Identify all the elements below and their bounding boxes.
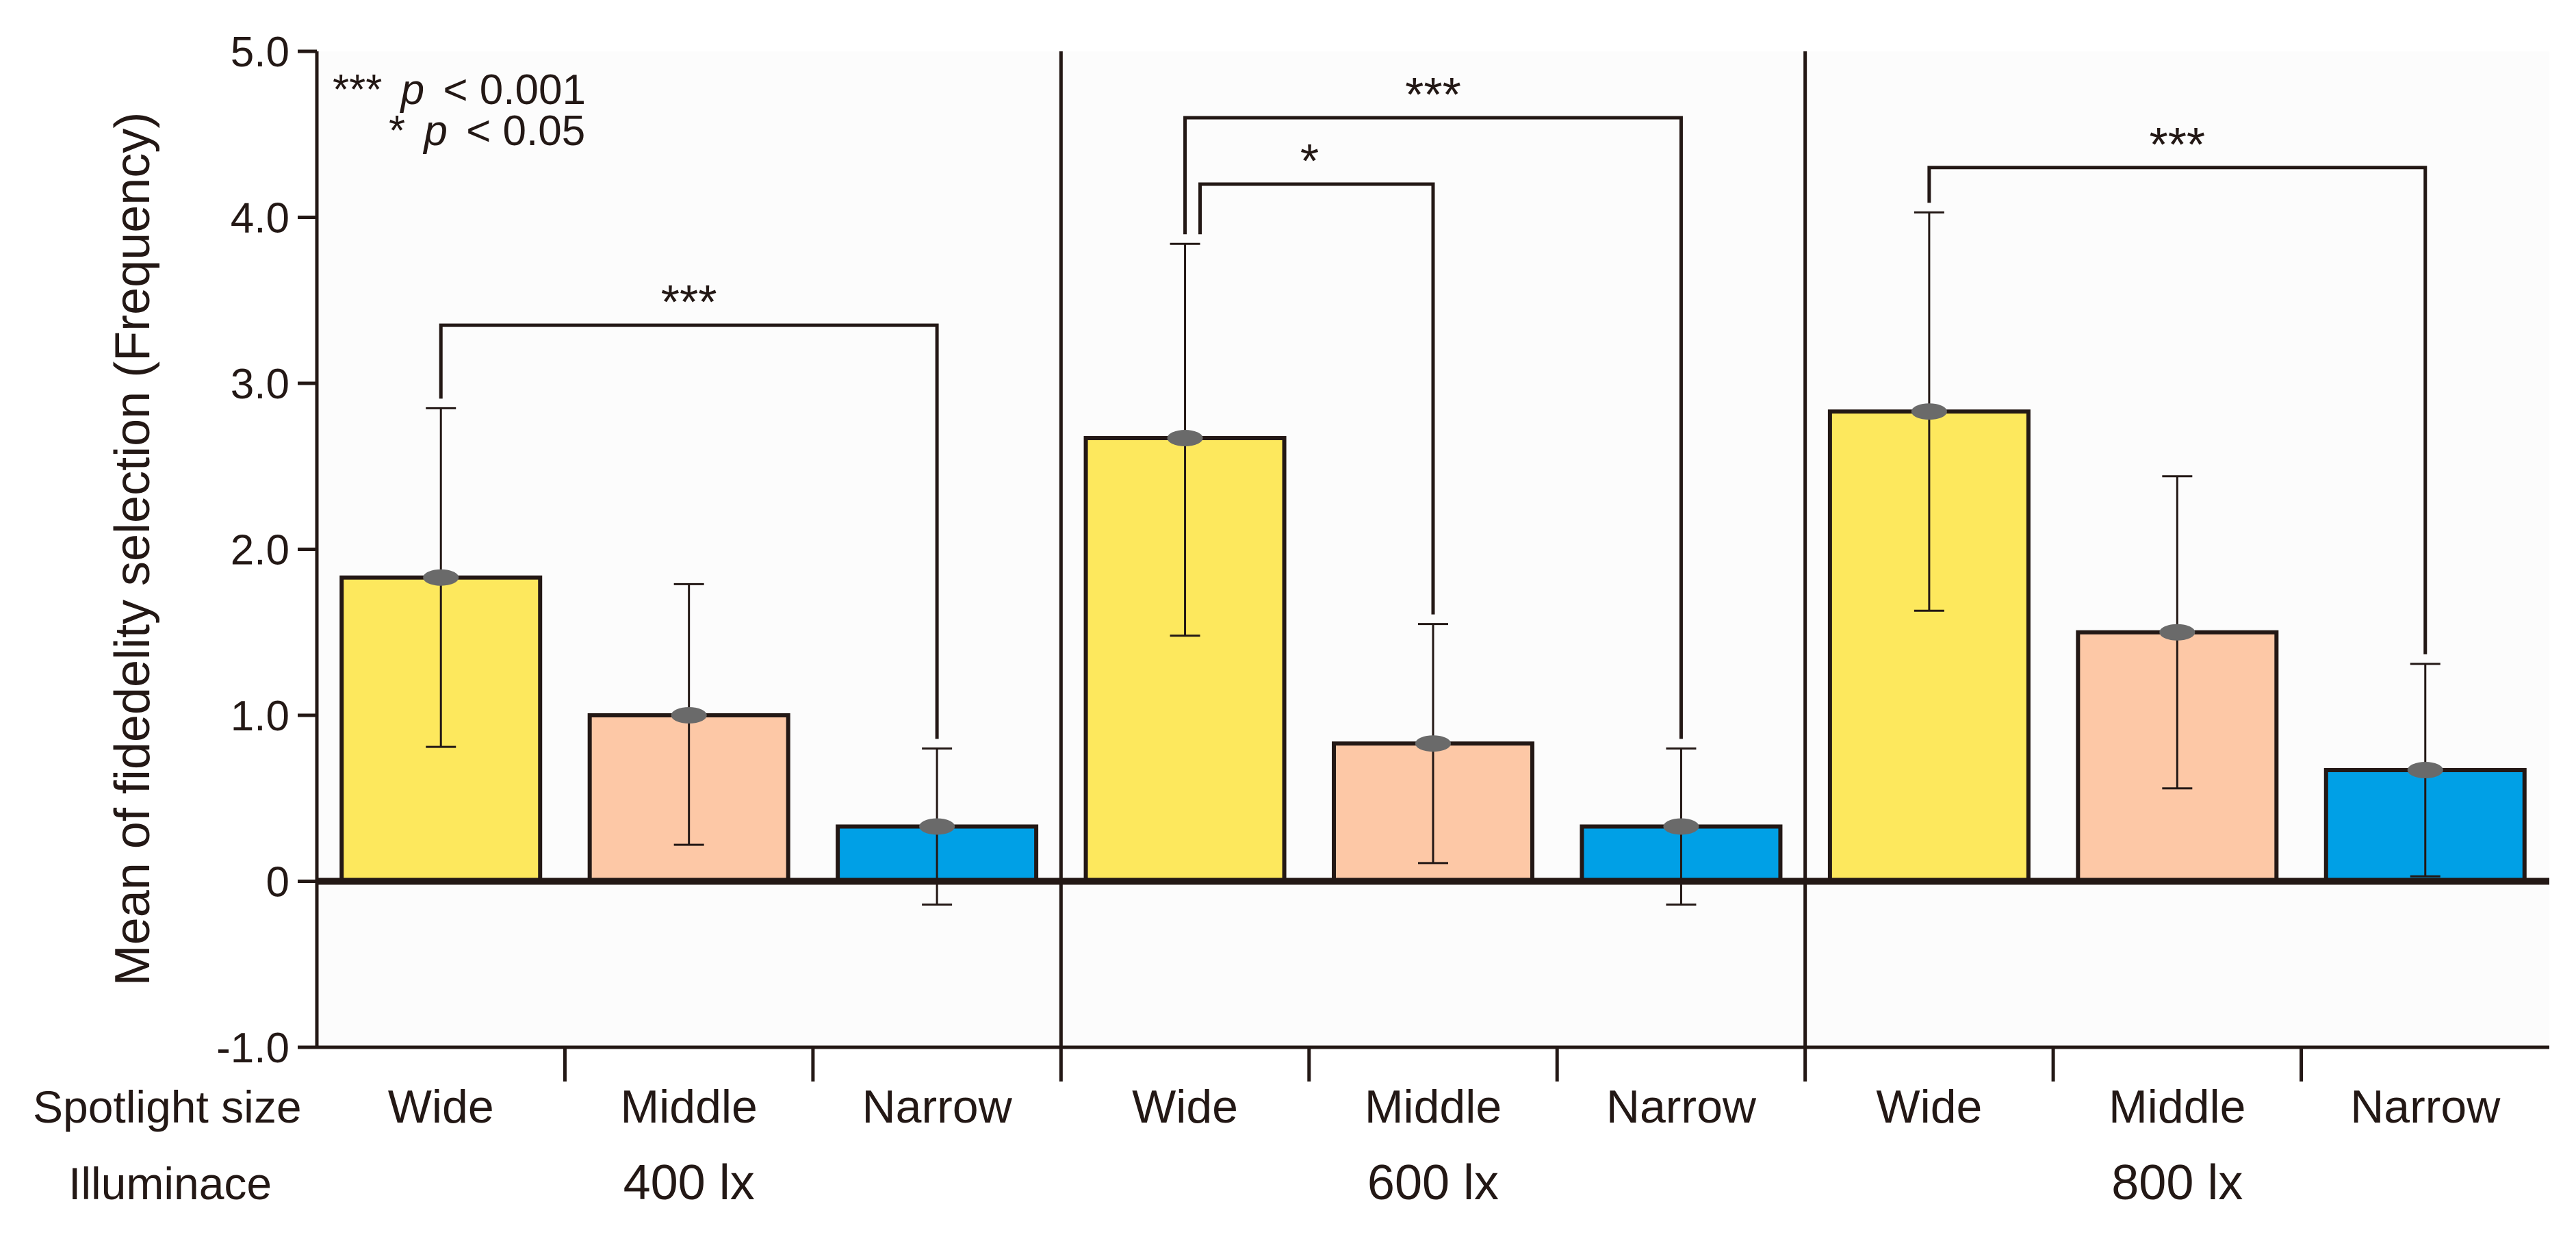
- mean-marker: [1911, 403, 1947, 420]
- x-group-label: 600 lx: [1367, 1155, 1499, 1210]
- x-category-label: Wide: [388, 1081, 494, 1133]
- legend-stars-1: ***: [333, 66, 382, 114]
- label-layer: Wide Middle Narrow 400 lx Wide Middle Narrow 60…: [388, 1081, 2501, 1210]
- y-tick-label: 2.0: [231, 527, 289, 574]
- significance-bracket: [1198, 182, 1435, 615]
- panel-layer: [1059, 51, 1807, 1082]
- legend-p-1: p: [400, 66, 424, 114]
- significance-label: ***: [1405, 68, 1461, 121]
- x-category-label: Narrow: [1606, 1081, 1757, 1133]
- mean-marker: [2407, 762, 2443, 779]
- spotlight-size-row-label: Spotlight size: [33, 1082, 302, 1132]
- x-group-label: 800 lx: [2111, 1155, 2243, 1210]
- significance-layer: ******* ***: [439, 68, 2427, 739]
- mean-marker: [1663, 818, 1699, 835]
- mean-marker: [1415, 735, 1451, 752]
- significance-label: *: [1300, 134, 1319, 188]
- legend-line-1: *** p < 0.001: [333, 66, 586, 114]
- x-category-label: Narrow: [2350, 1081, 2501, 1133]
- x-category-label: Middle: [621, 1081, 758, 1133]
- legend-line-2: * p < 0.05: [389, 107, 585, 155]
- mean-marker: [423, 569, 459, 586]
- x-category-label: Wide: [1132, 1081, 1238, 1133]
- significance-legend: *** p < 0.001 * p < 0.05: [333, 66, 586, 155]
- y-tick-label: 4.0: [231, 195, 289, 242]
- significance-bracket: [439, 323, 939, 739]
- legend-p-2: p: [422, 107, 447, 155]
- y-tick-label: 3.0: [231, 361, 289, 408]
- significance-bracket: [1183, 116, 1683, 739]
- legend-threshold-2: < 0.05: [466, 107, 585, 155]
- legend-threshold-1: < 0.001: [443, 66, 586, 114]
- significance-label: ***: [661, 275, 717, 329]
- x-category-label: Narrow: [862, 1081, 1013, 1133]
- legend-stars-2: *: [389, 107, 405, 155]
- y-tick-label: 0: [266, 859, 289, 906]
- y-axis-title: Mean of fidedelity selection (Frequency): [105, 112, 160, 986]
- mean-marker: [2159, 624, 2195, 641]
- x-category-label: Wide: [1876, 1081, 1982, 1133]
- illuminance-row-label: Illuminace: [68, 1158, 272, 1209]
- mean-marker: [671, 707, 707, 724]
- significance-bracket: [1927, 166, 2427, 654]
- axis-layer: 5.0 4.0 3.0 2.0 1.0 0 -1.0: [216, 29, 2549, 1082]
- y-tick-label: 5.0: [231, 29, 289, 76]
- mean-marker: [919, 818, 955, 835]
- y-tick-label: 1.0: [231, 693, 289, 740]
- bar-layer: [339, 211, 2527, 906]
- x-category-label: Middle: [2109, 1081, 2245, 1133]
- x-group-label: 400 lx: [623, 1155, 755, 1210]
- x-category-label: Middle: [1365, 1081, 1502, 1133]
- y-tick-label: -1.0: [216, 1025, 289, 1072]
- significance-label: ***: [2149, 118, 2205, 171]
- mean-marker: [1167, 430, 1203, 447]
